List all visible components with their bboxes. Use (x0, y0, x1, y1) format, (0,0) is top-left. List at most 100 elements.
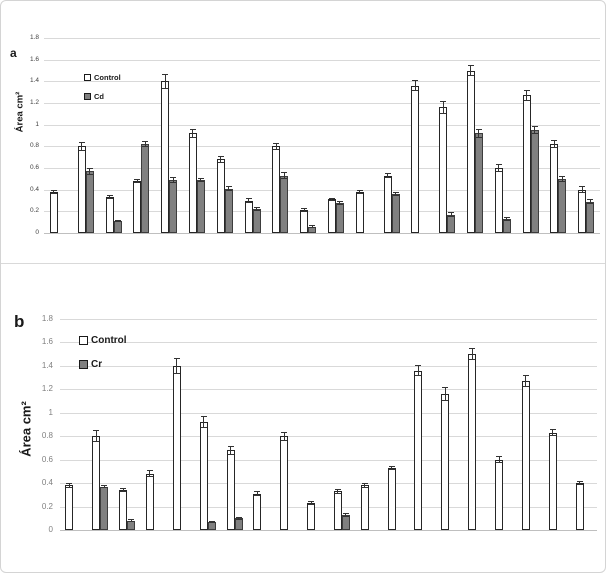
y-tick-label: 1.8 (41, 314, 53, 323)
bar-control-19 (550, 144, 559, 233)
gridline (60, 436, 597, 438)
error-bar-line (579, 481, 581, 485)
bar-control-14 (411, 85, 420, 233)
error-bar (356, 189, 363, 194)
error-bar-line (248, 199, 249, 202)
error-bar-line (534, 126, 535, 134)
legend-label: Control (94, 73, 121, 82)
error-bar (78, 142, 85, 151)
bar-cd-8 (252, 209, 261, 233)
error-bar-line (53, 190, 55, 193)
bar-control-4 (145, 473, 154, 530)
legend-item-control: Control (84, 73, 121, 82)
error-bar (146, 470, 153, 478)
error-bar-line (149, 471, 151, 477)
error-bar-line (68, 484, 70, 487)
y-tick-label: 1.2 (29, 99, 39, 106)
bar-cd-2 (85, 171, 94, 233)
gridline (44, 103, 600, 104)
gridline (44, 189, 600, 191)
error-bar (273, 143, 280, 150)
gridline (60, 412, 597, 414)
error-bar-line (395, 192, 396, 196)
bar-control-3 (105, 197, 114, 233)
error-bar-line (283, 432, 285, 440)
y-tick-label: 1 (35, 120, 39, 128)
bar-control-17 (494, 168, 503, 233)
error-bar (281, 172, 288, 179)
bar-control-11 (327, 199, 336, 233)
error-bar (579, 186, 586, 193)
legend-item-cr: Cr (79, 359, 127, 370)
error-bar-line (228, 187, 230, 190)
gridline (60, 483, 597, 485)
bar-control-2 (77, 146, 86, 233)
y-tick-label: 0.6 (41, 454, 53, 464)
error-bar (120, 487, 127, 493)
error-bar-line (176, 358, 178, 374)
bar-control-15 (441, 394, 450, 530)
error-bar (384, 173, 391, 178)
bar-control-7 (216, 159, 225, 233)
error-bar-line (589, 200, 591, 203)
bar-control-7 (226, 450, 235, 530)
bar-cd-7 (224, 188, 233, 233)
error-bar-line (444, 387, 446, 401)
legend-swatch-icon (84, 93, 91, 100)
gridline (44, 146, 600, 148)
bar-control-14 (414, 370, 423, 530)
error-bar (227, 445, 234, 455)
error-bar (415, 364, 422, 377)
bar-control-5 (172, 365, 181, 530)
error-bar (189, 129, 196, 138)
error-bar-line (230, 446, 232, 454)
error-bar (448, 212, 455, 217)
bar-control-10 (307, 503, 316, 530)
error-bar (522, 375, 529, 387)
legend-a: Control Cd (84, 73, 121, 111)
error-bar-line (109, 196, 110, 199)
bar-cr-7 (234, 518, 243, 530)
error-bar (559, 175, 566, 183)
error-bar (334, 488, 341, 494)
y-tick-label: 0.4 (29, 185, 39, 193)
error-bar (392, 191, 399, 197)
error-bar-line (238, 517, 240, 520)
bar-control-10 (300, 210, 309, 233)
error-bar (245, 198, 252, 203)
error-bar-line (414, 81, 416, 91)
legend-label: Cd (94, 92, 104, 101)
error-bar-line (220, 157, 222, 162)
error-bar (253, 207, 260, 212)
error-bar-line (470, 66, 472, 75)
y-tick-label: 1.6 (41, 337, 53, 347)
error-bar-line (525, 376, 527, 386)
panel-letter-a: a (10, 46, 17, 60)
error-bar-line (552, 430, 554, 436)
bar-control-8 (253, 493, 262, 530)
error-bar-line (498, 164, 500, 172)
error-bar (328, 197, 335, 202)
error-bar (309, 225, 316, 228)
bar-cd-5 (169, 179, 178, 233)
gridline (44, 59, 600, 61)
bar-control-15 (439, 107, 448, 233)
y-tick-label: 0.4 (41, 478, 53, 488)
bar-cd-19 (558, 178, 567, 233)
panel-divider (1, 263, 605, 264)
bar-control-3 (119, 490, 128, 530)
bar-control-8 (244, 200, 253, 233)
bar-control-1 (49, 191, 58, 233)
legend-item-control: Control (79, 335, 127, 346)
legend-swatch-icon (79, 336, 88, 345)
bar-cd-13 (391, 194, 400, 233)
y-tick-label: 0.8 (41, 431, 53, 441)
error-bar (235, 516, 242, 521)
bar-control-20 (578, 189, 587, 233)
error-bar-line (122, 488, 124, 492)
error-bar (336, 200, 343, 205)
bar-cr-2 (100, 486, 109, 530)
error-bar-line (442, 101, 444, 113)
error-bar-line (337, 489, 339, 493)
y-tick-label: 1.8 (29, 34, 39, 41)
